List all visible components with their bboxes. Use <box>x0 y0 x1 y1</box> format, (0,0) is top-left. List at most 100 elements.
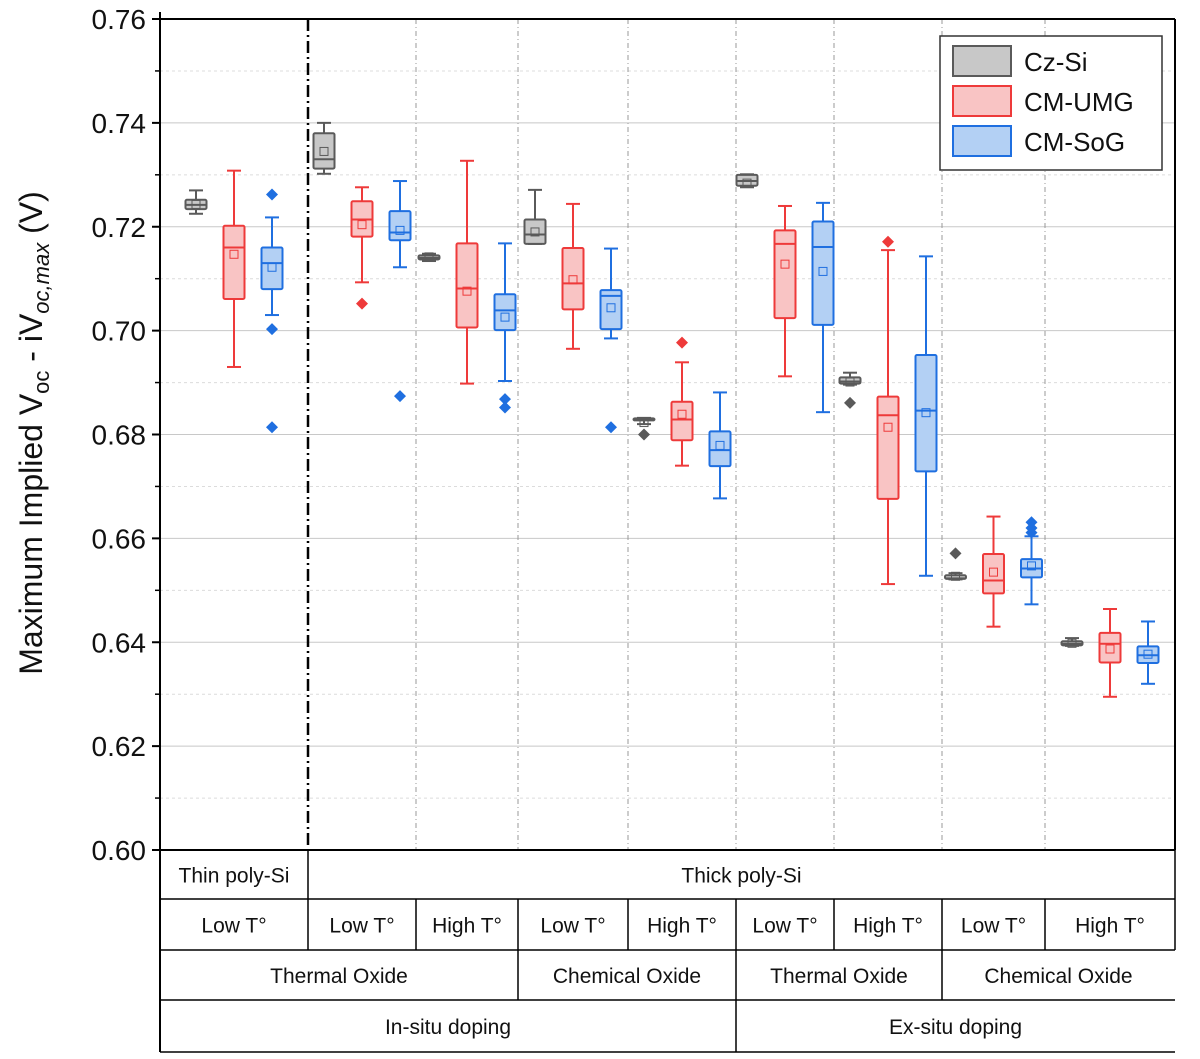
category-table: Thin poly-Si Thick poly-Si Low T° Low T° Hig… <box>160 850 1176 1053</box>
outlier-marker <box>394 390 406 403</box>
table-cell-label: Thick poly-Si <box>681 865 801 888</box>
box-iqr <box>523 218 547 245</box>
box-cm-sog <box>914 255 938 577</box>
legend-label: CM-SoG <box>1024 127 1125 157</box>
outlier-marker <box>356 297 368 310</box>
y-tick-label: 0.68 <box>92 420 147 451</box>
table-cell-label: Low T° <box>201 915 266 938</box>
mean-marker <box>845 377 855 387</box>
box-cz-si <box>944 547 967 581</box>
table-cell-label: Ex-situ doping <box>889 1016 1022 1039</box>
outlier-marker <box>882 235 894 248</box>
box-cm-sog <box>1136 620 1160 685</box>
box-plot-series <box>184 121 1160 698</box>
box-cz-si <box>838 371 862 409</box>
box-cm-umg <box>982 515 1005 628</box>
mean-marker <box>883 422 893 432</box>
y-axis-title-unit: (V) <box>13 191 49 243</box>
mean-marker <box>357 220 367 230</box>
box-cm-umg <box>1098 608 1122 698</box>
outlier-marker <box>676 336 688 349</box>
mean-marker <box>568 275 578 285</box>
box-cm-sog <box>260 188 284 434</box>
mean-marker <box>677 409 687 419</box>
table-cell-label: Chemical Oxide <box>984 965 1132 988</box>
table-cell-label: High T° <box>853 915 923 938</box>
box-iqr <box>982 552 1005 595</box>
mean-marker <box>1067 638 1077 648</box>
box-iqr <box>260 246 284 291</box>
outlier-marker <box>266 323 278 336</box>
box-cm-sog <box>708 391 732 500</box>
mean-marker <box>715 440 725 450</box>
table-cell-label: Chemical Oxide <box>553 965 701 988</box>
y-axis-title-sub2: oc,max <box>29 242 54 314</box>
mean-marker <box>1027 561 1036 571</box>
legend-swatch <box>952 125 1012 157</box>
mean-marker <box>921 408 931 418</box>
box-cm-umg <box>670 336 694 467</box>
table-cell-label: High T° <box>647 915 717 938</box>
y-tick-labels: 0.60 0.62 0.64 0.66 0.68 0.70 0.72 0.74 0.76 <box>92 4 160 866</box>
mean-marker <box>639 418 649 428</box>
legend-label: Cz-Si <box>1024 47 1088 77</box>
mean-marker <box>606 303 616 313</box>
box-cm-sog <box>1020 516 1043 606</box>
outlier-marker <box>266 421 278 434</box>
mean-marker <box>424 252 434 262</box>
box-iqr <box>876 395 900 500</box>
box-cm-umg <box>455 159 479 385</box>
box-cm-umg <box>876 235 900 586</box>
y-tick-label: 0.64 <box>92 627 147 658</box>
box-cm-umg <box>350 186 374 310</box>
mean-marker <box>780 259 790 269</box>
box-cm-sog <box>388 180 412 403</box>
mean-marker <box>818 266 828 276</box>
box-iqr <box>914 354 938 473</box>
box-iqr <box>599 289 623 331</box>
table-cell-label: Thin poly-Si <box>179 865 290 888</box>
y-axis-title-sub1: oc <box>29 371 54 394</box>
y-axis-title-mid: - iV <box>13 313 49 371</box>
mean-marker <box>530 227 540 237</box>
table-cell-label: Low T° <box>540 915 605 938</box>
legend-swatch <box>952 85 1012 117</box>
mean-marker <box>462 286 472 296</box>
box-iqr <box>773 229 797 320</box>
box-iqr <box>312 132 336 170</box>
table-cell-label: Low T° <box>752 915 817 938</box>
outlier-marker <box>266 188 278 201</box>
outlier-marker <box>605 421 617 434</box>
mean-marker <box>267 262 277 272</box>
outlier-marker <box>499 401 511 414</box>
y-tick-label: 0.60 <box>92 835 147 866</box>
mean-marker <box>395 225 405 235</box>
box-iqr <box>222 224 246 300</box>
table-cell-label: High T° <box>1075 915 1145 938</box>
y-tick-label: 0.66 <box>92 523 147 554</box>
box-cz-si <box>312 121 336 175</box>
box-iqr <box>670 400 694 442</box>
box-cz-si <box>632 416 656 441</box>
mean-marker <box>229 249 239 259</box>
y-tick-label: 0.62 <box>92 731 147 762</box>
outlier-marker <box>499 393 511 406</box>
box-cz-si <box>735 173 759 189</box>
mean-marker <box>742 178 752 188</box>
mean-marker <box>989 567 998 577</box>
box-cz-si <box>523 188 547 245</box>
box-cz-si <box>417 252 441 263</box>
mean-marker <box>1143 649 1153 659</box>
outlier-marker <box>638 428 650 441</box>
box-cz-si <box>184 189 208 215</box>
y-axis-title-main: Maximum Implied V <box>13 393 49 675</box>
box-iqr <box>455 242 479 329</box>
mean-marker <box>500 312 510 322</box>
outlier-marker <box>949 547 962 560</box>
y-tick-label: 0.76 <box>92 4 147 35</box>
outlier-marker <box>1025 526 1038 539</box>
box-iqr <box>708 430 732 468</box>
box-cz-si <box>1060 637 1084 648</box>
mean-marker <box>191 199 201 209</box>
